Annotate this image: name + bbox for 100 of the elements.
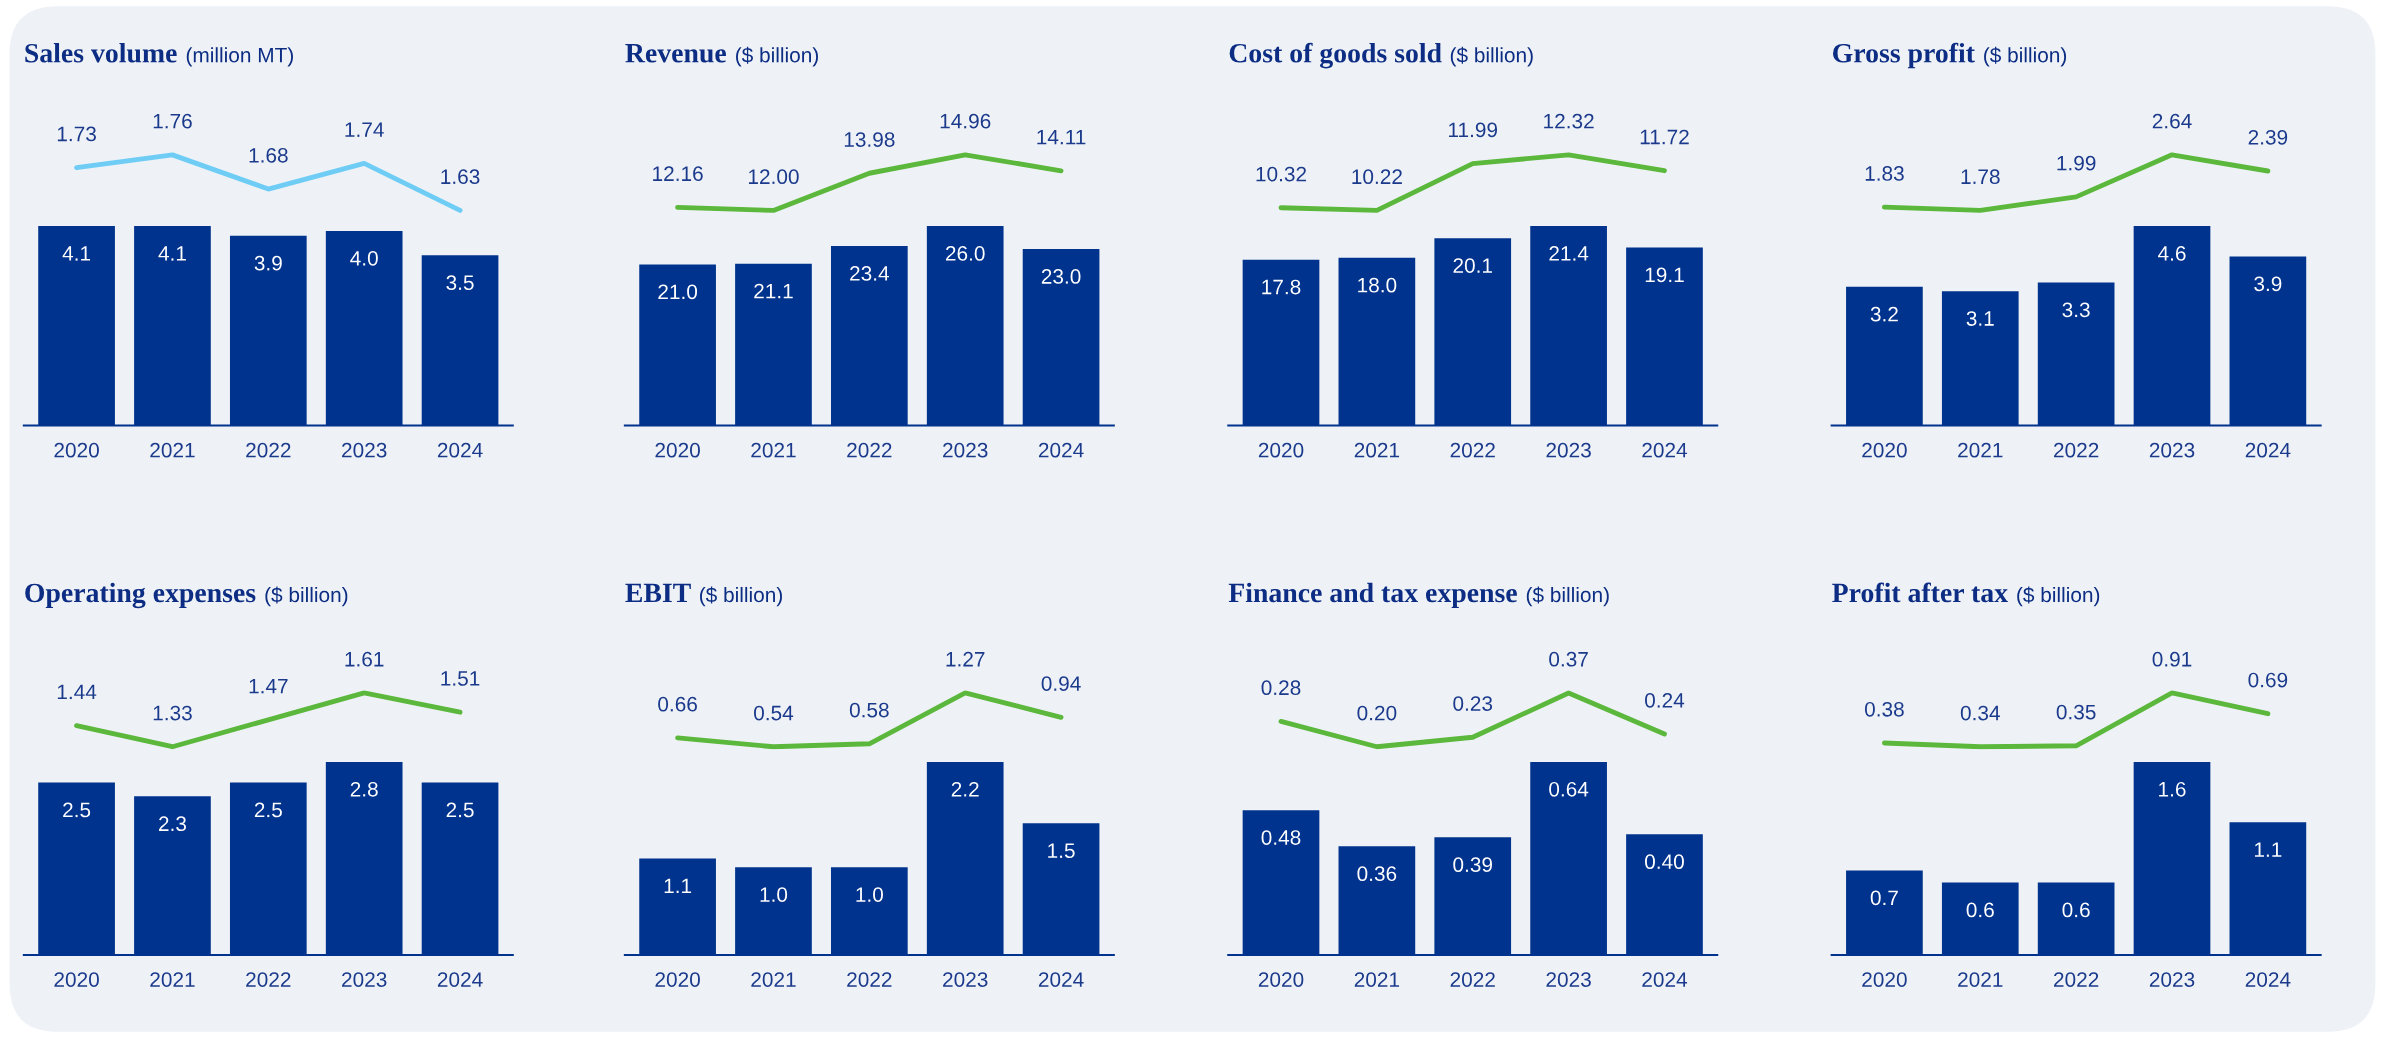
x-tick-label: 2021: [1354, 442, 1400, 458]
x-tick-label: 2020: [1258, 972, 1304, 987]
x-tick-label: 2024: [2245, 972, 2291, 987]
x-tick-label: 2022: [847, 972, 892, 987]
x-tick-label: 2020: [54, 972, 99, 987]
x-tick-label: 2024: [1642, 972, 1688, 987]
data-label: 4.0: [350, 250, 378, 266]
data-label: 1.76: [153, 113, 192, 129]
x-tick-label: 2024: [1642, 442, 1688, 458]
chart-subtitle: ($ billion): [736, 46, 818, 67]
data-label: 0.23: [1453, 696, 1493, 711]
x-tick-label: 2023: [2149, 972, 2195, 987]
data-label: 3.5: [446, 275, 474, 291]
x-tick-label: 2022: [2054, 442, 2099, 458]
data-label: 20.1: [1453, 258, 1492, 273]
x-tick-label: 2020: [1258, 442, 1304, 458]
data-label: 14.11: [1037, 129, 1086, 145]
data-label: 0.34: [1960, 705, 2000, 721]
data-label: 2.39: [2248, 129, 2288, 145]
chart-subtitle: ($ billion): [1450, 46, 1533, 67]
data-label: 0.69: [2248, 672, 2288, 688]
data-label: 3.1: [1966, 311, 1994, 326]
data-label: 1.0: [760, 887, 788, 902]
data-label: 23.4: [850, 266, 889, 281]
data-label: 4.6: [2158, 246, 2186, 261]
x-tick-label: 2021: [1958, 972, 2003, 987]
data-label: 1.68: [249, 147, 288, 163]
x-tick-label: 2023: [1546, 442, 1591, 458]
data-label: 21.0: [658, 284, 698, 300]
data-label: 1.1: [664, 878, 692, 893]
data-label: 10.22: [1352, 169, 1402, 185]
x-tick-label: 2023: [943, 972, 988, 987]
data-label: 0.35: [2056, 704, 2096, 720]
x-tick-label: 2020: [655, 442, 700, 458]
data-label: 0.36: [1357, 866, 1397, 882]
data-label: 3.9: [2254, 276, 2282, 292]
data-label: 21.1: [754, 283, 793, 299]
chart-subtitle: (million MT): [186, 47, 293, 67]
x-tick-label: 2022: [2054, 972, 2099, 987]
data-label: 0.66: [658, 696, 697, 712]
data-label: 1.83: [1865, 166, 1904, 181]
data-label: 10.32: [1256, 166, 1307, 182]
chart-title: EBIT: [625, 583, 691, 603]
data-label: 1.0: [856, 887, 883, 902]
data-label: 12.16: [653, 166, 703, 182]
data-label: 0.6: [2062, 902, 2090, 918]
chart-title: Cost of goods sold: [1229, 42, 1442, 69]
data-label: 11.72: [1640, 129, 1689, 145]
data-label: 11.99: [1449, 122, 1498, 138]
data-label: 2.5: [446, 802, 474, 818]
data-label: 1.27: [946, 651, 985, 667]
x-tick-label: 2023: [2149, 442, 2195, 458]
data-label: 2.64: [2152, 113, 2192, 129]
data-label: 0.7: [1870, 890, 1898, 906]
data-label: 0.48: [1261, 830, 1301, 845]
data-label: 21.4: [1549, 246, 1589, 261]
data-label: 0.28: [1261, 680, 1301, 696]
chart-subtitle: ($ billion): [1526, 586, 1609, 607]
chart-title: Revenue: [625, 44, 726, 63]
data-label: 2.5: [254, 802, 282, 818]
x-tick-label: 2024: [1038, 442, 1084, 458]
data-label: 0.39: [1453, 857, 1493, 873]
x-tick-label: 2023: [1546, 972, 1591, 987]
data-label: 18.0: [1358, 277, 1397, 293]
x-tick-label: 2020: [1862, 442, 1907, 458]
data-label: 3.9: [254, 255, 282, 271]
data-label: 0.38: [1864, 701, 1904, 717]
data-label: 26.0: [945, 246, 985, 261]
data-label: 0.54: [754, 705, 794, 721]
x-tick-label: 2024: [437, 442, 483, 458]
x-tick-label: 2021: [751, 972, 796, 987]
chart-title: Profit after tax: [1832, 582, 2008, 603]
data-label: 0.6: [1966, 902, 1994, 918]
data-label: 1.6: [2159, 781, 2186, 797]
data-label: 0.40: [1645, 854, 1684, 870]
x-tick-label: 2023: [342, 972, 387, 987]
data-label: 4.1: [158, 246, 186, 261]
data-label: 0.20: [1357, 705, 1397, 721]
x-tick-label: 2022: [847, 442, 892, 458]
data-label: 3.3: [2062, 302, 2090, 318]
x-tick-label: 2023: [943, 442, 988, 458]
x-tick-label: 2020: [655, 972, 700, 987]
x-tick-label: 2024: [437, 972, 483, 987]
data-label: 2.5: [63, 802, 91, 818]
data-label: 0.64: [1549, 781, 1589, 797]
chart-title: Gross profit: [1833, 42, 1975, 69]
data-label: 1.33: [153, 705, 192, 721]
data-label: 4.1: [62, 246, 91, 261]
data-label: 12.32: [1544, 113, 1594, 129]
x-tick-label: 2022: [1450, 972, 1495, 987]
chart-subtitle: ($ billion): [265, 586, 348, 607]
chart-subtitle: ($ billion): [700, 586, 782, 607]
data-label: 14.96: [940, 113, 991, 129]
chart-title: Finance and tax expense: [1228, 582, 1517, 608]
data-label: 17.8: [1262, 279, 1301, 295]
x-tick-label: 2020: [54, 442, 99, 458]
data-label: 0.91: [2152, 651, 2192, 667]
data-label: 1.73: [57, 126, 96, 142]
x-tick-label: 2021: [150, 442, 195, 458]
data-label: 1.74: [345, 122, 384, 137]
